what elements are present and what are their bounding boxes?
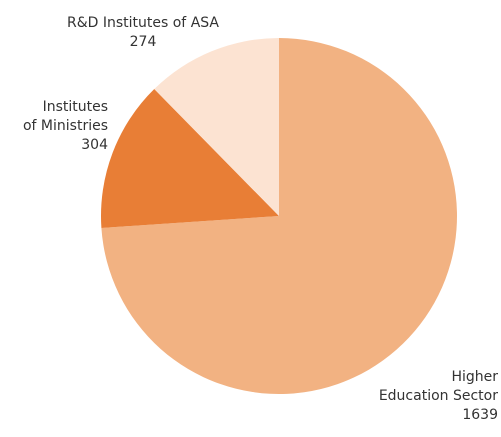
pie-slice-higher-education: [101, 38, 457, 394]
pie-slice-institutes-of-ministries: [100, 89, 279, 228]
slice-label-line: Education Sector: [378, 388, 498, 404]
slice-label-higher-education: Higher Education Sector 1639: [362, 368, 498, 425]
slice-label-rd-institutes-of-asa: R&D Institutes of ASA 274: [43, 14, 243, 52]
slice-label-line: Institutes: [42, 99, 108, 115]
slice-value-label: 1639: [462, 407, 498, 423]
pie-slices: [100, 38, 457, 394]
slice-value-label: 304: [81, 137, 108, 153]
slice-label-line: Higher: [451, 369, 498, 385]
pie-slice-rd-institutes-of-asa: [154, 38, 279, 216]
slice-value-label: 274: [129, 34, 157, 50]
slice-label-line: R&D Institutes of ASA: [66, 15, 219, 31]
slice-label-institutes-of-ministries: Institutes of Ministries 304: [4, 98, 108, 155]
slice-label-line: of Ministries: [22, 118, 108, 134]
